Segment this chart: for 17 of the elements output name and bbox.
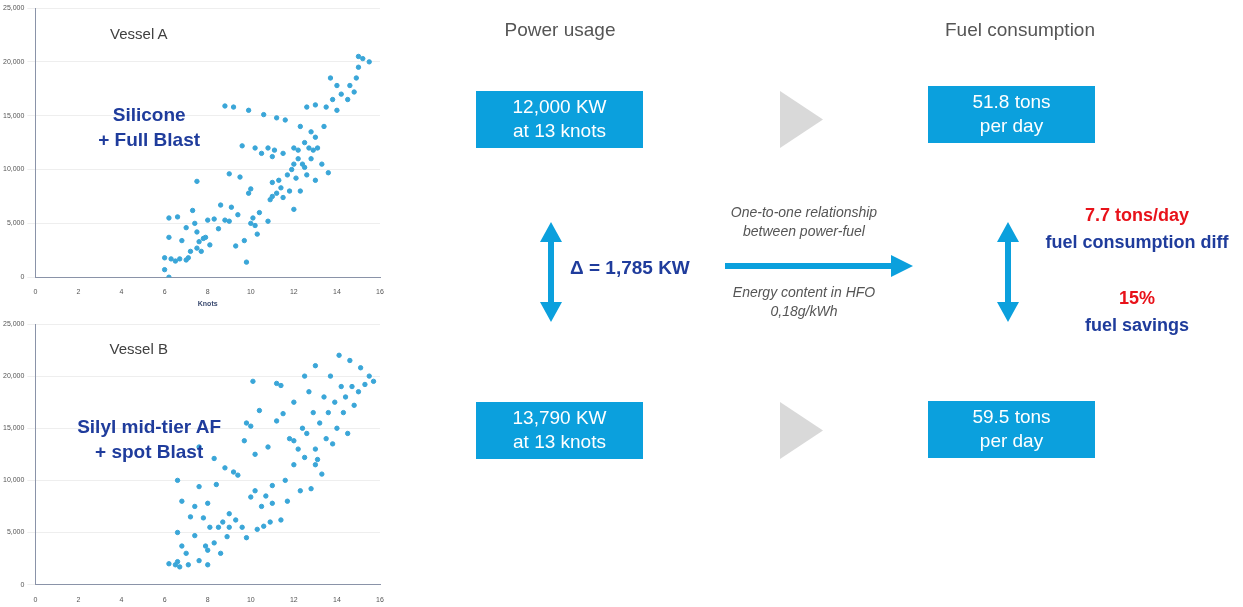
text: 15% (1118, 287, 1156, 310)
text: fuel consumption diff (1044, 231, 1230, 254)
annotation: Silyl mid-tier AF + spot Blast (77, 416, 222, 463)
text: Power usage (503, 18, 617, 42)
text: 13,790 KW at 13 knots (476, 402, 643, 459)
text: Δ = 1,785 KW (570, 256, 691, 280)
text: Vessel A (110, 25, 168, 43)
text: 59.5 tons per day (928, 401, 1095, 458)
text: Energy content in HFO 0,18g/kWh (731, 283, 877, 321)
text: fuel savings (1083, 314, 1190, 337)
text: One-to-one relationship between power-fuel (729, 203, 879, 241)
text: 7.7 tons/day (1083, 204, 1190, 227)
text: 51.8 tons per day (928, 86, 1095, 143)
annotation: Silicone + Full Blast (98, 103, 201, 150)
text: Vessel B (109, 340, 168, 358)
text: Fuel consumption (944, 18, 1096, 42)
text: 12,000 KW at 13 knots (476, 91, 643, 148)
